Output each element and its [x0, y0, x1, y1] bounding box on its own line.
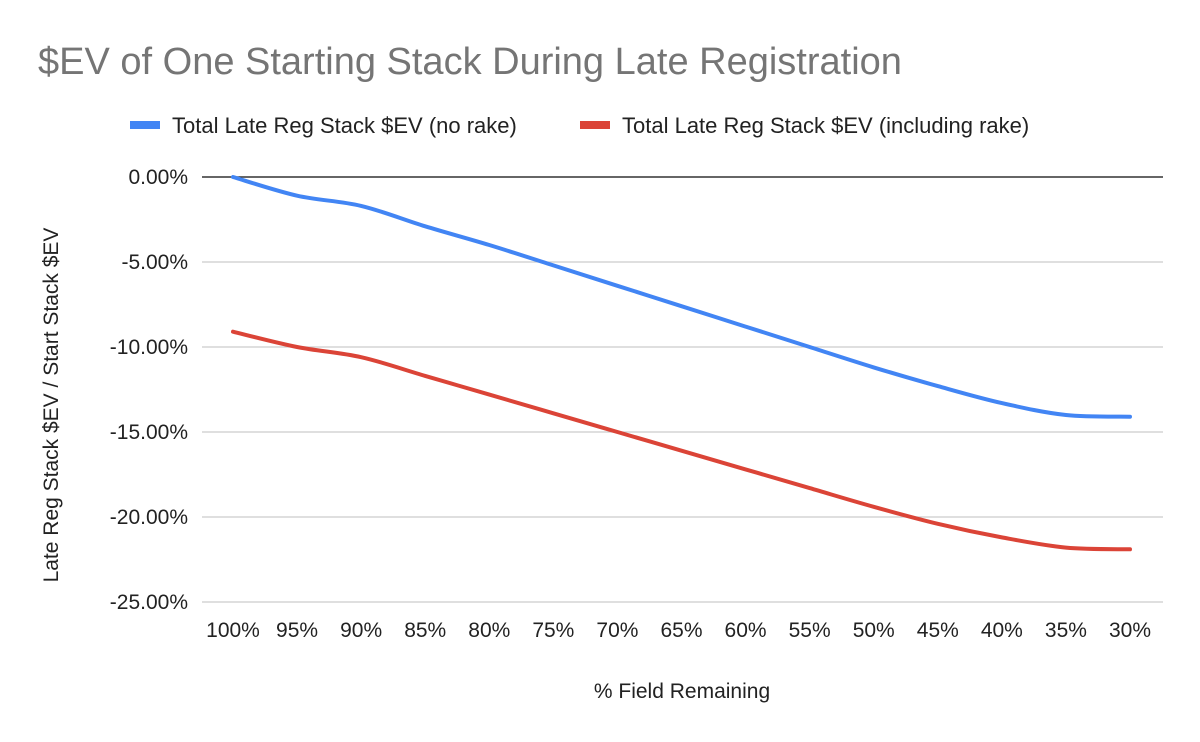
x-tick-label: 45% [917, 619, 959, 642]
x-tick-label: 55% [789, 619, 831, 642]
x-tick-label: 100% [206, 619, 260, 642]
x-tick-label: 75% [532, 619, 574, 642]
x-tick-label: 30% [1109, 619, 1151, 642]
y-axis-ticks: 0.00% -5.00% -10.00% -15.00% -20.00% -25.00% [110, 166, 188, 614]
x-tick-label: 80% [468, 619, 510, 642]
x-axis-title: % Field Remaining [594, 680, 770, 703]
x-axis-ticks: 100% 95% 90% 85% 80% 75% 70% 65% 60% 55% 50% 45% 40%… [206, 619, 1151, 642]
series-line-no-rake [231, 175, 1132, 419]
y-tick-label: -20.00% [110, 506, 188, 529]
legend-swatch [580, 121, 610, 129]
y-tick-label: -25.00% [110, 591, 188, 614]
legend-swatch [130, 121, 160, 129]
x-tick-label: 70% [596, 619, 638, 642]
series-line-including-rake [231, 329, 1132, 552]
y-tick-label: -15.00% [110, 421, 188, 444]
legend-label: Total Late Reg Stack $EV (including rake… [622, 113, 1029, 138]
x-tick-label: 85% [404, 619, 446, 642]
gridlines [202, 176, 1163, 603]
series-lines [231, 175, 1132, 552]
x-tick-label: 60% [725, 619, 767, 642]
x-tick-label: 35% [1045, 619, 1087, 642]
legend-label: Total Late Reg Stack $EV (no rake) [172, 113, 517, 138]
x-tick-label: 65% [660, 619, 702, 642]
x-tick-label: 40% [981, 619, 1023, 642]
legend: Total Late Reg Stack $EV (no rake) Total … [130, 113, 1029, 138]
x-tick-label: 50% [853, 619, 895, 642]
y-tick-label: 0.00% [128, 166, 188, 189]
y-tick-label: -10.00% [110, 336, 188, 359]
x-tick-label: 90% [340, 619, 382, 642]
chart-title: $EV of One Starting Stack During Late Re… [38, 41, 902, 83]
x-tick-label: 95% [276, 619, 318, 642]
y-axis-title: Late Reg Stack $EV / Start Stack $EV [40, 228, 63, 583]
y-tick-label: -5.00% [121, 251, 188, 274]
